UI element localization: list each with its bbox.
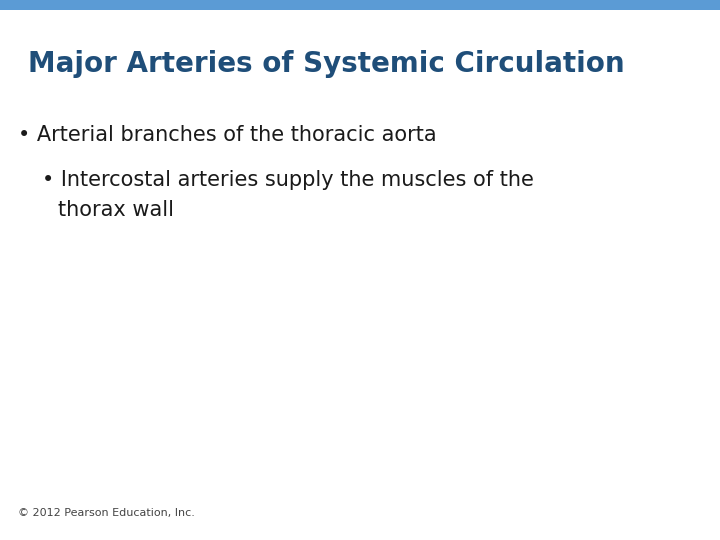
Text: Major Arteries of Systemic Circulation: Major Arteries of Systemic Circulation: [28, 50, 625, 78]
Text: • Intercostal arteries supply the muscles of the: • Intercostal arteries supply the muscle…: [42, 170, 534, 190]
FancyBboxPatch shape: [0, 0, 720, 10]
Text: thorax wall: thorax wall: [58, 200, 174, 220]
Text: © 2012 Pearson Education, Inc.: © 2012 Pearson Education, Inc.: [18, 508, 195, 518]
Text: • Arterial branches of the thoracic aorta: • Arterial branches of the thoracic aort…: [18, 125, 436, 145]
